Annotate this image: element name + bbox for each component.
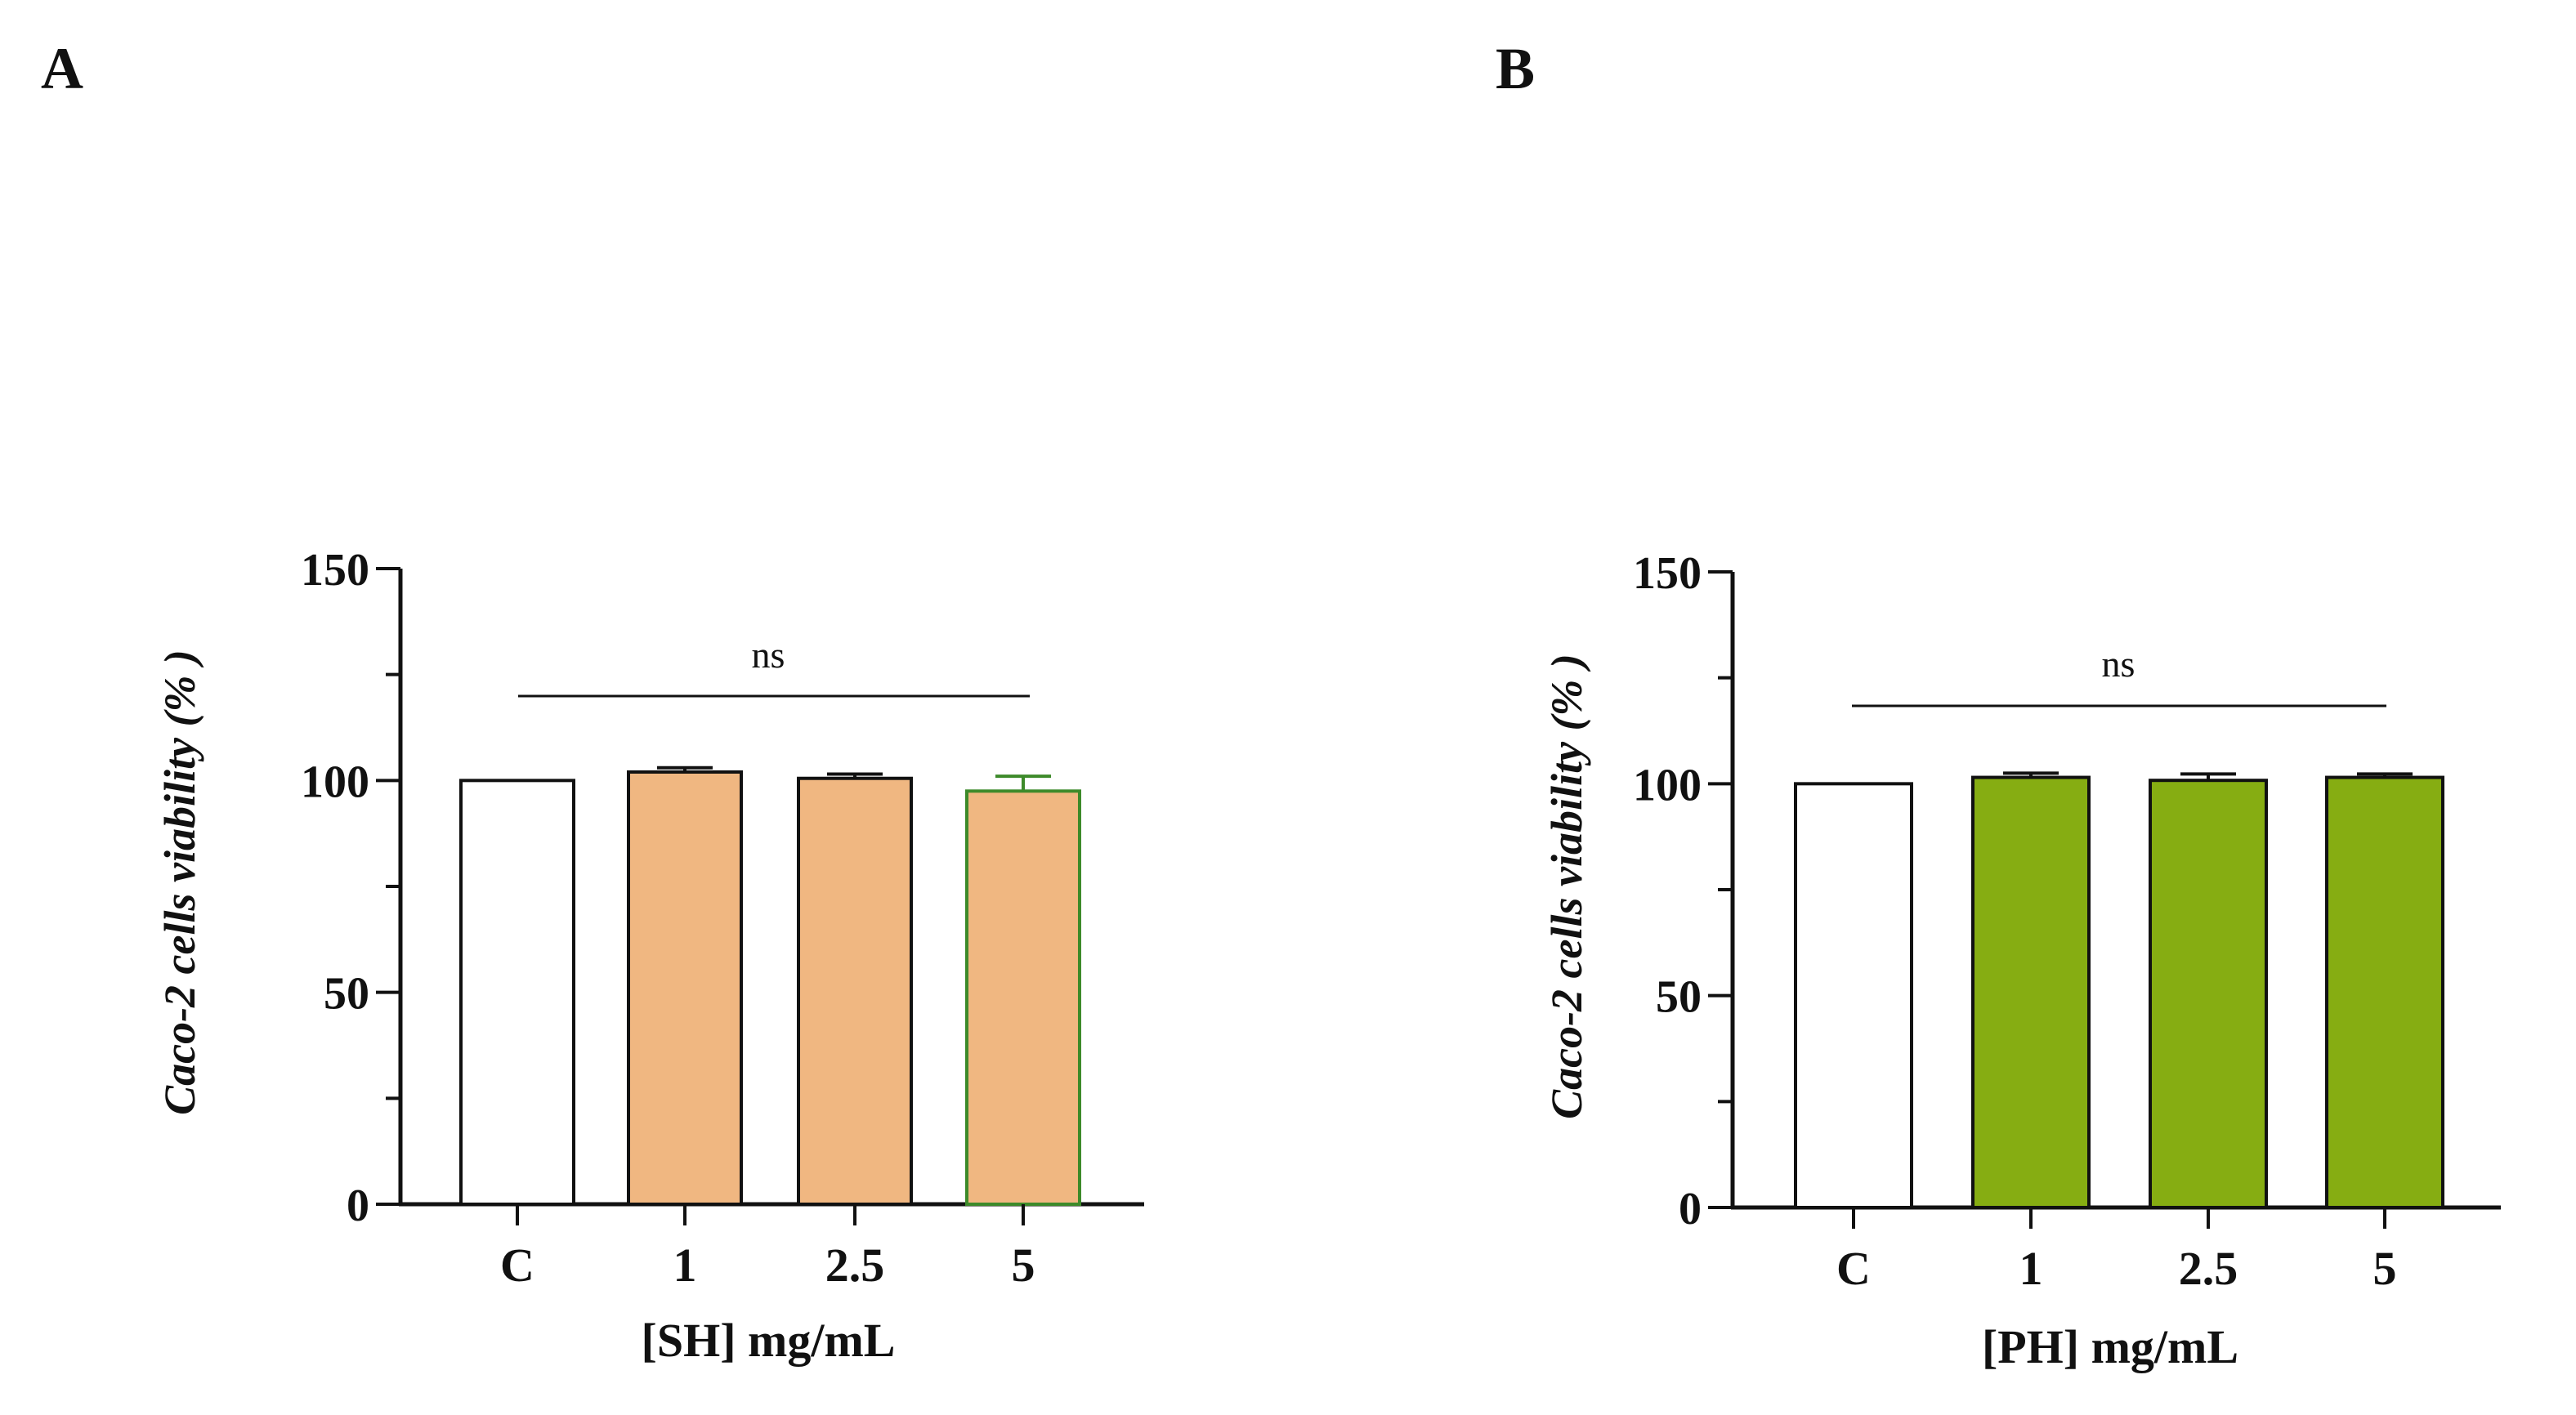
bar-2.5	[2149, 779, 2268, 1209]
x-tick-label: 2.5	[2179, 1242, 2238, 1295]
error-bar-1	[657, 766, 713, 772]
chart-a-bars	[459, 766, 1081, 1206]
y-tick-label: 50	[1656, 972, 1702, 1023]
bar-5	[965, 789, 1081, 1206]
panel-label-b: B	[1496, 36, 1535, 101]
error-bar-2.5	[827, 772, 883, 779]
x-tick-label: 5	[1012, 1239, 1035, 1292]
panel-b: B 0 50 100 150 C 1 2.5 5 Caco-2 cells viability…	[1496, 36, 2501, 1373]
x-tick-label: C	[500, 1239, 534, 1292]
y-tick-label: 0	[347, 1181, 369, 1231]
x-tick-label: 1	[673, 1239, 697, 1292]
bar-1	[627, 770, 743, 1206]
y-tick-label: 50	[324, 969, 369, 1020]
chart-b-bars	[1794, 771, 2444, 1209]
error-bar-1	[2003, 771, 2059, 778]
chart-a-ticks: 0 50 100 150 C 1 2.5 5	[301, 545, 1035, 1292]
chart-a-significance: ns	[752, 634, 785, 676]
bar-5	[2325, 775, 2444, 1209]
bar-C	[1794, 782, 1913, 1209]
chart-b-xlabel: [PH] mg/mL	[1982, 1320, 2238, 1373]
chart-a-ylabel: Caco-2 cells viability (% )	[155, 649, 204, 1115]
chart-b-significance: ns	[2102, 643, 2135, 685]
error-bar-5	[995, 774, 1051, 792]
error-bar-2.5	[2180, 772, 2236, 781]
x-tick-label: 2.5	[825, 1239, 885, 1292]
error-bar-5	[2357, 772, 2413, 778]
chart-b-ylabel: Caco-2 cells viability (% )	[1542, 654, 1591, 1119]
chart-b-ticks: 0 50 100 150 C 1 2.5 5	[1633, 548, 2397, 1295]
x-tick-label: C	[1836, 1242, 1871, 1295]
y-tick-label: 100	[301, 757, 369, 807]
y-tick-label: 150	[1633, 548, 1702, 599]
y-tick-label: 100	[1633, 760, 1702, 810]
panel-a: A 0 50 100 150 C 1 2.5 5 Caco-2 cells viability…	[41, 36, 1144, 1367]
panel-label-a: A	[41, 36, 83, 101]
bar-2.5	[797, 776, 913, 1206]
bar-1	[1971, 775, 2091, 1209]
bar-C	[459, 779, 575, 1206]
y-tick-label: 0	[1679, 1184, 1702, 1234]
y-tick-label: 150	[301, 545, 369, 596]
x-tick-label: 1	[2019, 1242, 2043, 1295]
chart-a-xlabel: [SH] mg/mL	[642, 1314, 896, 1367]
x-tick-label: 5	[2373, 1242, 2397, 1295]
